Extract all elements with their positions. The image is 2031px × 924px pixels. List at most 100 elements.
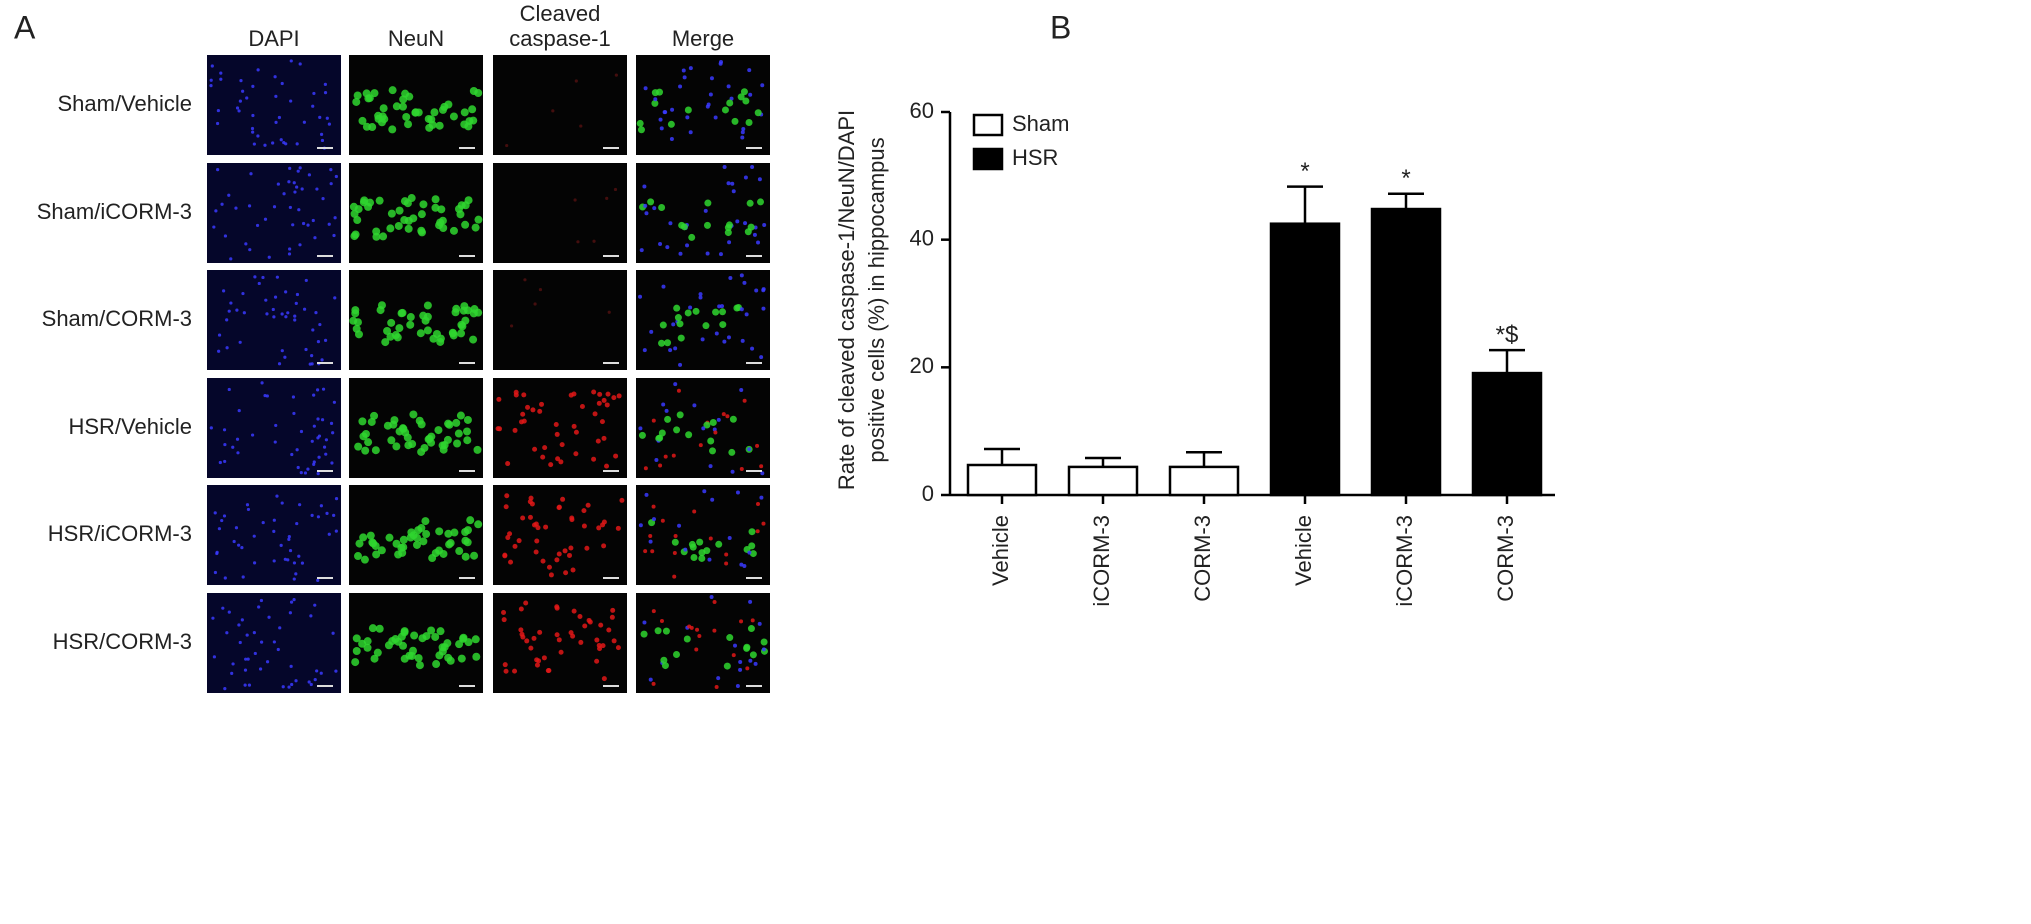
- x-tick-label: Vehicle: [1291, 515, 1316, 586]
- cell-dot: [688, 66, 693, 71]
- cell-dot: [280, 501, 284, 505]
- cell-dot: [327, 222, 331, 226]
- y-tick-label: 20: [910, 353, 934, 378]
- cell-dot: [315, 187, 319, 191]
- cell-dot: [717, 304, 722, 309]
- cell-dot: [291, 223, 295, 227]
- cell-dot: [329, 421, 334, 425]
- cell-dot: [423, 301, 432, 310]
- panel-label: A: [14, 9, 36, 45]
- cell-dot: [359, 198, 368, 207]
- image-frame: [207, 378, 341, 478]
- cell-dot: [512, 668, 518, 674]
- cell-dot: [431, 632, 440, 641]
- cell-dot: [256, 134, 260, 138]
- micrograph: [207, 378, 341, 478]
- cell-dot: [651, 681, 656, 686]
- cell-dot: [685, 431, 693, 439]
- cell-dot: [388, 125, 397, 134]
- cell-dot: [714, 684, 719, 689]
- cell-dot: [571, 423, 577, 429]
- error-bar: [1287, 185, 1323, 224]
- cell-dot: [439, 445, 448, 454]
- cell-dot: [668, 221, 673, 226]
- cell-dot: [669, 137, 674, 142]
- cell-dot: [651, 99, 659, 107]
- cell-dot: [394, 637, 403, 646]
- cell-dot: [497, 426, 503, 432]
- cell-dot: [743, 221, 748, 226]
- cell-dot: [703, 221, 711, 229]
- image-frame: [636, 55, 770, 155]
- cell-dot: [740, 135, 745, 140]
- cell-dot: [444, 529, 453, 538]
- cell-dot: [539, 401, 545, 407]
- cell-dot: [688, 233, 696, 241]
- cell-dot: [676, 388, 681, 393]
- cell-dot: [431, 195, 440, 204]
- cell-dot: [754, 288, 759, 293]
- cell-dot: [673, 426, 681, 434]
- cell-dot: [562, 548, 568, 554]
- cell-dot: [287, 252, 292, 256]
- cell-dot: [331, 431, 335, 435]
- cell-dot: [611, 638, 617, 644]
- cell-dot: [334, 529, 338, 533]
- cell-dot: [235, 437, 240, 441]
- cell-dot: [289, 664, 293, 668]
- cell-dot: [223, 576, 227, 580]
- column-label: DAPI: [248, 26, 299, 51]
- cell-dot: [309, 614, 313, 618]
- cell-dot: [414, 654, 423, 663]
- cell-dot: [681, 68, 686, 73]
- cell-dot: [658, 117, 663, 122]
- cell-dot: [284, 315, 288, 319]
- cell-dot: [313, 603, 317, 607]
- cell-dot: [568, 392, 574, 398]
- cell-dot: [728, 448, 736, 456]
- cell-dot: [747, 68, 752, 73]
- cell-dot: [724, 229, 732, 237]
- cell-dot: [240, 546, 244, 550]
- cell-dot: [577, 614, 583, 620]
- cell-dot: [392, 442, 401, 451]
- cell-dot: [289, 59, 293, 63]
- x-tick-label: iCORM-3: [1392, 515, 1417, 607]
- cell-dot: [352, 97, 361, 106]
- y-tick-label: 0: [922, 481, 934, 506]
- cell-dot: [244, 242, 248, 246]
- x-tick-label: iCORM-3: [1089, 515, 1114, 607]
- cell-dot: [740, 88, 748, 96]
- cell-dot: [535, 525, 541, 531]
- cell-dot: [642, 184, 647, 189]
- micrograph: [636, 378, 770, 478]
- cell-dot: [723, 662, 731, 670]
- cell-dot: [370, 654, 379, 663]
- cell-dot: [597, 646, 603, 652]
- cell-dot: [708, 464, 713, 469]
- cell-dot: [472, 652, 481, 661]
- cell-dot: [353, 216, 362, 225]
- cell-dot: [409, 410, 418, 419]
- cell-dot: [353, 552, 362, 561]
- cell-dot: [469, 335, 478, 344]
- cell-dot: [678, 84, 683, 89]
- cell-dot: [709, 418, 717, 426]
- cell-dot: [672, 651, 680, 659]
- cell-dot: [316, 471, 320, 476]
- cell-dot: [692, 307, 700, 315]
- cell-dot: [540, 454, 546, 460]
- cell-dot: [673, 533, 678, 538]
- cell-dot: [555, 456, 561, 462]
- cell-dot: [653, 97, 658, 102]
- cell-dot: [707, 437, 715, 445]
- cell-dot: [263, 217, 268, 221]
- cell-dot: [613, 187, 618, 192]
- cell-dot: [240, 618, 244, 622]
- cell-dot: [663, 110, 668, 115]
- cell-dot: [219, 77, 223, 81]
- cell-dot: [707, 557, 712, 562]
- cell-dot: [223, 442, 227, 447]
- cell-dot: [330, 461, 334, 465]
- cell-dot: [700, 337, 705, 342]
